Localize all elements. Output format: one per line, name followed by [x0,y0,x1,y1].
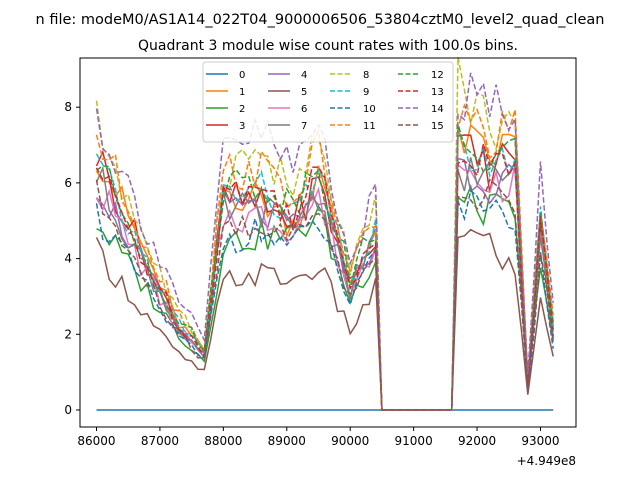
x-tick-label: 90000 [331,434,369,448]
x-tick-label: 86000 [77,434,115,448]
series-line-12 [96,123,554,411]
x-axis: 86000 87000 88000 89000 90000 91000 92000 93000 [77,427,560,448]
legend-label: 13 [431,87,444,98]
suptitle: n file: modeM0/AS1A14_022T04_9000006506_… [36,12,605,28]
series-line-9 [95,129,554,411]
x-offset-label: +4.949e8 [517,454,576,468]
series-line-13 [95,143,554,411]
legend-label: 12 [431,70,444,81]
x-tick-label: 88000 [204,434,242,448]
y-tick-label: 6 [64,176,72,190]
legend-label: 5 [301,87,307,98]
x-tick-label: 87000 [141,434,179,448]
legend-label: 15 [431,121,444,132]
y-tick-label: 0 [64,403,72,417]
legend-label: 9 [363,87,369,98]
y-tick-label: 8 [64,100,72,114]
legend-label: 6 [301,104,307,115]
legend-label: 14 [431,104,444,115]
x-tick-label: 92000 [458,434,496,448]
chart-title: Quadrant 3 module wise count rates with … [138,38,518,54]
series-line-15 [95,178,554,411]
series-line-10 [95,189,554,411]
legend-label: 0 [239,70,245,81]
x-tick-label: 93000 [521,434,559,448]
series-line-11 [95,103,554,411]
legend-label: 1 [239,87,245,98]
x-tick-label: 91000 [395,434,433,448]
legend-label: 2 [239,104,245,115]
y-axis: 0 2 4 6 8 [64,100,80,417]
series-line-7 [95,157,554,411]
legend-box [202,61,454,143]
legend-label: 3 [239,121,245,132]
series-line-5 [95,228,554,411]
axes-frame [79,57,577,428]
legend-label: 4 [301,70,307,81]
legend-label: 10 [363,104,376,115]
plot-area [95,57,554,411]
legend-label: 8 [363,70,369,81]
legend-label: 7 [301,121,307,132]
x-tick-label: 89000 [268,434,306,448]
y-tick-label: 4 [64,252,72,266]
legend-label: 11 [363,121,376,132]
y-tick-label: 2 [64,327,72,341]
